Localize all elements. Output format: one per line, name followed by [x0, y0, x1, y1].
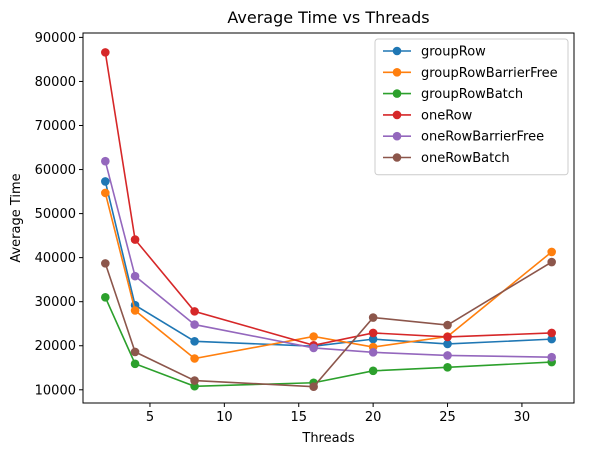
- data-point-one-row-batch: [190, 376, 199, 385]
- x-tick-label: 5: [146, 410, 154, 425]
- data-point-one-row-barrier-free: [547, 352, 556, 362]
- data-point-group-row: [190, 337, 199, 346]
- legend-label-one-row-batch: oneRowBatch: [421, 151, 510, 166]
- data-point-one-row: [130, 235, 140, 244]
- data-point-group-row: [368, 334, 378, 344]
- data-point-one-row: [101, 48, 110, 57]
- x-tick-label: 10: [216, 410, 233, 425]
- legend-marker-one-row-barrier-free: [392, 131, 402, 141]
- y-axis-title: Average Time: [9, 173, 24, 262]
- data-point-one-row: [547, 328, 556, 338]
- legend-marker-group-row-batch: [392, 89, 402, 98]
- data-point-group-row-barrier-free: [190, 354, 199, 363]
- y-tick-label: 60000: [35, 163, 76, 178]
- data-point-group-row-batch: [443, 363, 452, 372]
- data-point-group-row-barrier-free: [547, 247, 556, 257]
- series-line-group-row: [104, 181, 552, 347]
- x-axis-title: Threads: [301, 431, 354, 446]
- data-point-one-row-batch: [368, 313, 378, 322]
- y-tick-label: 70000: [35, 119, 76, 134]
- data-point-one-row: [368, 328, 378, 338]
- legend-marker-group-row-barrier-free: [392, 68, 402, 77]
- data-point-one-row: [443, 332, 452, 342]
- legend-marker-group-row: [392, 46, 402, 56]
- axes-frame: [82, 32, 575, 404]
- y-tick-label: 50000: [35, 207, 76, 222]
- plot-area: 5 10 15 20 25 30 10000 20000 30000 40000 50000 6000…: [35, 31, 575, 425]
- data-point-group-row-batch: [101, 292, 110, 302]
- legend-label-one-row-barrier-free: oneRowBarrierFree: [421, 130, 544, 145]
- data-point-group-row-barrier-free: [309, 332, 318, 341]
- data-point-one-row-barrier-free: [130, 271, 140, 281]
- data-point-group-row: [547, 334, 556, 344]
- data-point-one-row-barrier-free: [368, 348, 378, 357]
- x-tick-label: 15: [290, 410, 307, 425]
- x-tick-label: 25: [439, 410, 456, 425]
- data-point-one-row-barrier-free: [443, 351, 452, 360]
- y-tick-label: 20000: [35, 339, 76, 354]
- legend-label-group-row-batch: groupRowBatch: [421, 87, 523, 102]
- y-tick-label: 40000: [35, 251, 76, 266]
- y-tick-label: 30000: [35, 295, 76, 310]
- data-point-one-row-barrier-free: [101, 156, 110, 166]
- legend-marker-one-row: [392, 110, 402, 120]
- data-point-one-row-batch: [547, 257, 556, 267]
- data-point-group-row-batch: [368, 366, 378, 376]
- data-point-one-row-barrier-free: [190, 320, 199, 329]
- data-point-one-row-barrier-free: [309, 343, 318, 353]
- data-point-one-row-batch: [101, 259, 110, 268]
- legend-label-group-row: groupRow: [421, 45, 486, 60]
- data-point-group-row: [101, 177, 110, 186]
- data-point-one-row-batch: [130, 347, 140, 357]
- y-tick-label: 80000: [35, 75, 76, 90]
- x-tick-label: 20: [365, 410, 382, 425]
- legend: groupRow groupRowBarrierFree groupRowBatch…: [374, 38, 569, 176]
- y-tick-label: 10000: [35, 383, 76, 398]
- data-point-group-row-barrier-free: [130, 306, 140, 315]
- data-point-one-row-batch: [443, 320, 452, 330]
- data-point-one-row: [190, 307, 199, 316]
- data-point-group-row-batch: [130, 359, 140, 369]
- chart-title: Average Time vs Threads: [227, 8, 429, 27]
- series-line-one-row-batch: [104, 261, 553, 388]
- data-point-group-row: [443, 339, 452, 349]
- x-tick-label: 30: [514, 410, 531, 425]
- series-line-group-row-barrier-free: [104, 192, 553, 360]
- legend-marker-one-row-batch: [392, 153, 402, 162]
- legend-label-one-row: oneRow: [421, 108, 473, 123]
- data-point-group-row-barrier-free: [101, 188, 110, 198]
- legend-label-group-row-barrier-free: groupRowBarrierFree: [421, 66, 558, 81]
- legend-box: [374, 38, 569, 176]
- data-point-one-row-batch: [309, 382, 318, 392]
- y-tick-label: 90000: [35, 31, 76, 46]
